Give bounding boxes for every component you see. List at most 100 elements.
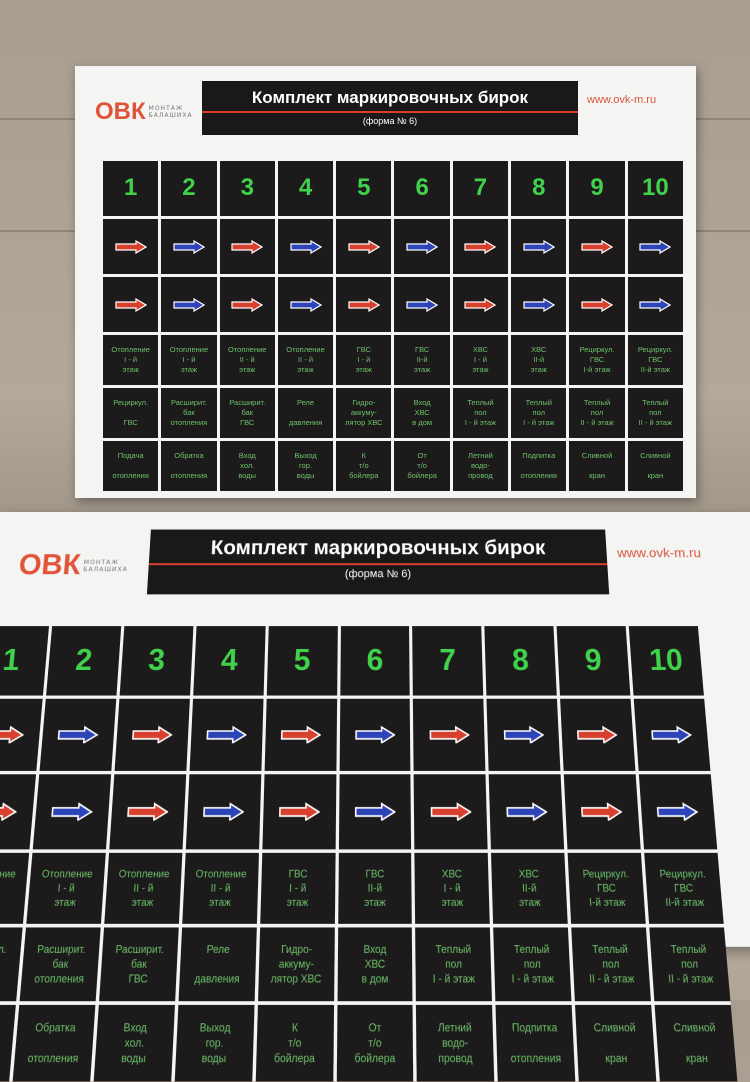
- tag-sheet-front: ОВК МОНТАЖ БАЛАШИХА Комплект маркировочны…: [0, 512, 750, 1082]
- tag-number: 7: [412, 626, 484, 696]
- label-tag: Рециркул. ГВС: [0, 927, 23, 1002]
- label-tag: Расширит. бак отопления: [19, 927, 101, 1002]
- tag-number: 4: [277, 161, 334, 216]
- title-banner: Комплект маркировочных бирок (форма № 6): [202, 81, 578, 135]
- label-tag: ГВС II-й этаж: [394, 335, 450, 385]
- label-tag: От т/о бойлера: [336, 1004, 414, 1082]
- blue-arrow-icon: [289, 239, 322, 254]
- arrow-tag: [627, 219, 683, 274]
- blue-arrow-icon: [206, 725, 247, 743]
- label-tag: Отопление I - й этаж: [0, 852, 30, 924]
- arrow-tag: [161, 219, 217, 274]
- arrow-tag: [0, 774, 36, 850]
- label-tag: Сливной кран: [575, 1004, 657, 1082]
- tag-number: 10: [628, 626, 704, 696]
- label-tag: Расширит. бак отопления: [161, 388, 217, 438]
- tag-number: 5: [336, 161, 392, 216]
- red-arrow-icon: [115, 297, 147, 312]
- red-arrow-icon: [581, 297, 614, 312]
- arrow-tag: [394, 219, 450, 274]
- blue-arrow-icon: [503, 725, 544, 743]
- red-arrow-icon: [430, 802, 472, 821]
- tag-number: 9: [569, 161, 625, 216]
- arrow-tag: [219, 219, 275, 274]
- label-tag: Расширит. бак ГВС: [98, 927, 179, 1002]
- arrow-tag: [627, 277, 683, 332]
- page-subtitle: (форма № 6): [362, 116, 418, 126]
- label-tag: Отопление II - й этаж: [104, 852, 183, 924]
- arrow-tag: [511, 277, 567, 332]
- label-tag: К т/о бойлера: [255, 1004, 334, 1082]
- red-arrow-icon: [231, 239, 264, 254]
- arrow-tag: [219, 277, 275, 332]
- tag-number: 6: [394, 161, 450, 216]
- label-tag: Теплый пол I - й этаж: [415, 927, 493, 1002]
- label-tag: Отопление I - й этаж: [161, 335, 217, 385]
- label-tag: Подпитка отопления: [495, 1004, 576, 1082]
- arrow-tag: [114, 698, 190, 771]
- label-tag: ХВС I - й этаж: [452, 335, 509, 385]
- tag-number: 8: [484, 626, 557, 696]
- blue-arrow-icon: [651, 725, 693, 743]
- arrow-tag: [638, 774, 718, 850]
- label-tag: Подпитка отопления: [511, 441, 567, 491]
- label-tag: Теплый пол I - й этаж: [493, 927, 572, 1002]
- red-arrow-icon: [348, 297, 380, 312]
- label-tag: ГВС I - й этаж: [336, 335, 392, 385]
- arrow-tag: [486, 698, 561, 771]
- arrow-tag: [277, 277, 334, 332]
- arrow-tag: [489, 774, 565, 850]
- label-tag: Гидро- аккуму- лятор ХВС: [336, 388, 392, 438]
- label-tag: Отопление II - й этаж: [181, 852, 259, 924]
- title-rule: [202, 111, 578, 113]
- blue-arrow-icon: [406, 239, 439, 254]
- label-tag: Рециркул. ГВС II-й этаж: [644, 852, 724, 924]
- arrow-tag: [452, 277, 509, 332]
- tag-number: 10: [627, 161, 683, 216]
- blue-arrow-icon: [57, 725, 99, 743]
- label-tag: ГВС I - й этаж: [259, 852, 336, 924]
- arrow-tag: [261, 774, 336, 850]
- label-tag: Выход гор. воды: [277, 441, 334, 491]
- blue-arrow-icon: [289, 297, 322, 312]
- arrow-tag: [336, 219, 392, 274]
- label-tag: Реле давления: [178, 927, 257, 1002]
- tag-number: 9: [556, 626, 631, 696]
- label-tag: ХВС II-й этаж: [491, 852, 568, 924]
- arrow-tag: [569, 219, 625, 274]
- blue-arrow-icon: [406, 297, 439, 312]
- label-tag: Вход хол. воды: [93, 1004, 175, 1082]
- blue-arrow-icon: [51, 802, 94, 821]
- website-url: www.ovk-m.ru: [616, 544, 702, 560]
- arrow-tag: [336, 277, 392, 332]
- label-tag: Гидро- аккуму- лятор ХВС: [257, 927, 335, 1002]
- label-tag: Сливной кран: [569, 441, 625, 491]
- arrow-tag: [161, 277, 217, 332]
- red-arrow-icon: [348, 239, 380, 254]
- arrow-tag: [277, 219, 334, 274]
- tag-number: 4: [192, 626, 266, 696]
- red-arrow-icon: [0, 802, 18, 821]
- tag-sheet-back: ОВК МОНТАЖ БАЛАШИХА Комплект маркировочны…: [75, 66, 696, 498]
- tag-number: 8: [511, 161, 567, 216]
- label-tag: К т/о бойлера: [336, 441, 392, 491]
- arrow-tag: [264, 698, 337, 771]
- label-tag: Теплый пол II - й этаж: [571, 927, 652, 1002]
- tag-number: 7: [452, 161, 509, 216]
- label-tag: Летний водо- провод: [452, 441, 509, 491]
- arrow-tag: [109, 774, 186, 850]
- arrow-tag: [339, 698, 411, 771]
- tag-number: 5: [266, 626, 338, 696]
- label-tag: Рециркул. ГВС I-й этаж: [567, 852, 646, 924]
- tag-number: 1: [0, 626, 49, 696]
- arrow-tag: [413, 698, 486, 771]
- tag-number: 3: [219, 161, 275, 216]
- blue-arrow-icon: [656, 802, 699, 821]
- red-arrow-icon: [0, 725, 25, 743]
- label-tag: Рециркул. ГВС II-й этаж: [627, 335, 683, 385]
- label-tag: От т/о бойлера: [394, 441, 450, 491]
- label-tag: ГВС II-й этаж: [337, 852, 413, 924]
- blue-arrow-icon: [505, 802, 547, 821]
- red-arrow-icon: [581, 802, 624, 821]
